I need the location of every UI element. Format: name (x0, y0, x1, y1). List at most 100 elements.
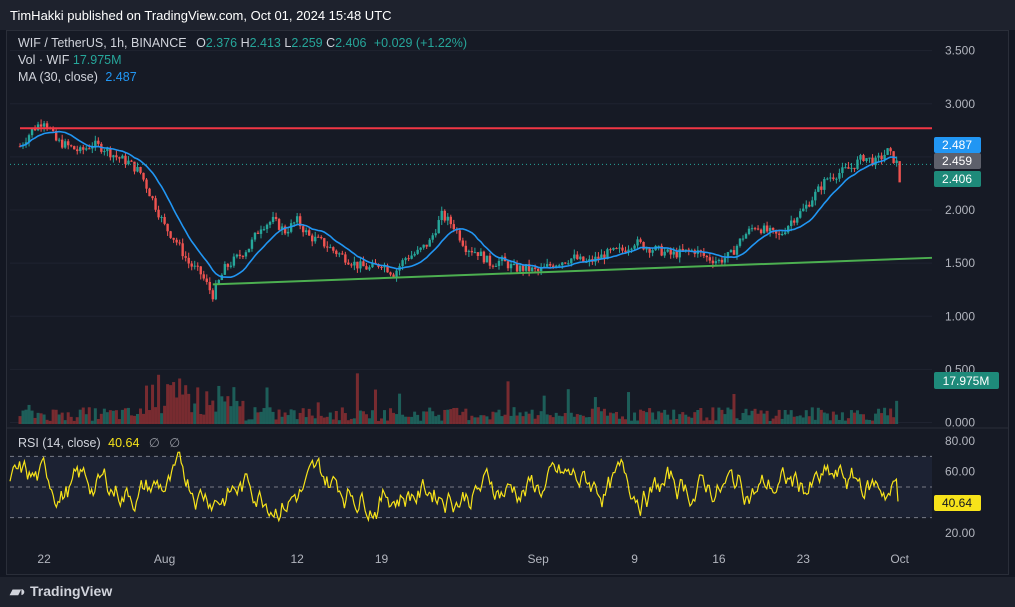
candle-body (419, 247, 422, 250)
volume-bar (148, 410, 152, 424)
volume-bar (852, 412, 856, 424)
volume-bar (283, 412, 287, 424)
price-tick-label: 2.000 (945, 203, 975, 217)
candle-body (142, 172, 145, 180)
candle-body (27, 135, 31, 143)
volume-bar (187, 393, 191, 424)
volume-bar (717, 407, 721, 424)
time-tick-label: Oct (890, 552, 909, 566)
volume-bar (395, 414, 399, 424)
candle-body (57, 139, 61, 141)
rsi-tick-label: 60.00 (945, 465, 975, 479)
candle-body (639, 239, 642, 243)
candle-body (208, 281, 211, 291)
candle-body (437, 220, 440, 234)
candle-body (127, 160, 130, 165)
volume-bar (512, 407, 516, 424)
volume-bar (437, 414, 441, 424)
candle-body (783, 232, 787, 235)
hidden-eye-icon[interactable]: ∅ (169, 436, 181, 450)
volume-bar (57, 414, 61, 424)
volume-bar (96, 418, 100, 424)
candle-body (410, 255, 413, 259)
candle-body (97, 140, 100, 144)
volume-bar (114, 410, 118, 424)
volume-bar (497, 409, 501, 424)
time-tick-label: 22 (37, 552, 51, 566)
volume-bar (72, 420, 76, 424)
volume-layer (18, 373, 899, 424)
volume-bar (304, 417, 308, 424)
candle-body (835, 178, 838, 180)
candle-body (446, 216, 449, 221)
volume-bar (289, 409, 293, 424)
volume-bar (84, 414, 88, 424)
candle-body (802, 208, 805, 212)
footer-bar: ▰◗ TradingView (0, 577, 1015, 607)
volume-bar (654, 419, 658, 424)
candle-body (573, 254, 576, 259)
volume-bar (756, 413, 760, 424)
volume-bar (446, 409, 450, 424)
volume-bar (298, 412, 302, 424)
tradingview-logo-icon: ▰◗ (10, 583, 27, 599)
candle-body (744, 234, 748, 239)
volume-bar (587, 417, 591, 424)
volume-bar (575, 414, 579, 424)
volume-legend: Vol · WIF 17.975M (18, 53, 122, 67)
rsi-label: RSI (14, close) (18, 436, 101, 450)
candle-body (530, 267, 534, 272)
candle-body (687, 249, 690, 251)
candle-body (627, 249, 630, 253)
volume-bar (494, 412, 498, 424)
candle-body (298, 216, 302, 227)
candle-body (847, 167, 850, 169)
volume-bar (503, 414, 507, 424)
hidden-eye-icon[interactable]: ∅ (148, 436, 160, 450)
candle-body (549, 264, 552, 266)
volume-bar (774, 415, 778, 424)
volume-bar (741, 412, 745, 424)
volume-bar (645, 412, 649, 424)
candle-body (799, 211, 802, 218)
volume-bar (684, 414, 688, 424)
tradingview-brand[interactable]: ▰◗ TradingView (10, 583, 112, 600)
volume-bar (530, 409, 534, 424)
candle-body (609, 249, 612, 251)
candle-body (386, 265, 389, 273)
volume-bar (461, 411, 465, 424)
candle-body (669, 249, 672, 255)
volume-bar (569, 412, 573, 424)
candle-body (157, 209, 160, 218)
candle-body (512, 263, 516, 265)
volume-bar (693, 412, 697, 424)
volume-bar (431, 411, 435, 424)
volume-bar (648, 408, 652, 424)
candle-body (133, 161, 136, 172)
candle-body (597, 256, 600, 259)
volume-bar (470, 415, 474, 424)
candle-body (422, 244, 425, 248)
volume-bar (310, 415, 314, 424)
volume-bar (786, 414, 790, 424)
volume-bar (45, 419, 49, 424)
candle-body (380, 266, 383, 268)
candle-body (756, 228, 760, 230)
candle-body (723, 258, 727, 263)
volume-bar (708, 420, 712, 424)
volume-bar (66, 412, 70, 424)
volume-bar (440, 420, 444, 424)
volume-bar (831, 411, 835, 424)
volume-bar (123, 408, 127, 424)
candle-body (311, 235, 314, 242)
candle-body (229, 265, 233, 267)
volume-bar (792, 416, 796, 424)
candle-body (163, 217, 166, 224)
candle-body (425, 244, 428, 247)
price-tick-label: 1.000 (945, 309, 975, 323)
volume-bar (425, 411, 429, 424)
candle-body (485, 255, 489, 263)
candle-body (82, 147, 85, 150)
rsi-axis-label (934, 495, 981, 511)
